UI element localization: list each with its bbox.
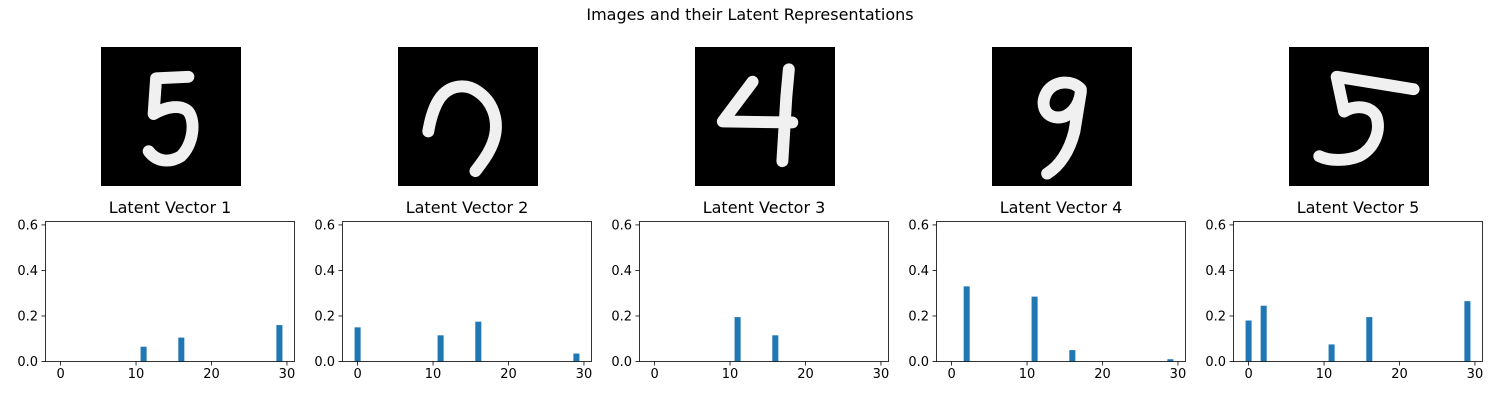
bar-chart-3: 0 10 20 30 0.0 0.2 0.4 0.6: [611, 218, 889, 382]
x-tick-label: 20: [1391, 367, 1408, 382]
x-tick-label: 10: [1019, 367, 1036, 382]
bar: [1366, 317, 1373, 362]
digit-image-1: [101, 47, 241, 186]
bar: [475, 321, 482, 362]
bar: [734, 317, 741, 362]
x-tick-label: 30: [1170, 367, 1187, 382]
y-tick-label: 0.4: [611, 264, 632, 279]
bar-chart-5: 0 10 20 30 0.0 0.2 0.4 0.6: [1205, 218, 1483, 382]
bar: [140, 346, 147, 362]
y-tick-label: 0.2: [314, 309, 335, 324]
x-tick-label: 30: [576, 367, 593, 382]
bar: [437, 335, 444, 362]
bar: [1167, 359, 1174, 362]
bar: [354, 327, 361, 362]
bar: [1245, 320, 1252, 362]
bar: [1031, 296, 1038, 362]
axes-frame: [342, 221, 592, 362]
bar: [963, 286, 970, 362]
x-tick-label: 10: [425, 367, 442, 382]
digit-image-4: [992, 47, 1132, 186]
bar-chart-2: 0 10 20 30 0.0 0.2 0.4 0.6: [314, 218, 592, 382]
digit-image-5: [1289, 47, 1429, 186]
y-tick-label: 0.2: [908, 309, 929, 324]
y-tick-label: 0.0: [314, 355, 335, 370]
y-tick-label: 0.4: [17, 264, 38, 279]
x-tick-label: 0: [1244, 367, 1252, 382]
bar: [178, 337, 185, 362]
x-tick-label: 10: [128, 367, 145, 382]
x-tick-label: 0: [650, 367, 658, 382]
axes-frame: [936, 221, 1186, 362]
y-tick-label: 0.6: [314, 218, 335, 233]
bar: [1328, 344, 1335, 362]
y-tick-label: 0.4: [1205, 264, 1226, 279]
y-tick-label: 0.6: [1205, 218, 1226, 233]
x-tick-label: 0: [56, 367, 64, 382]
y-tick-label: 0.4: [314, 264, 335, 279]
y-tick-label: 0.0: [908, 355, 929, 370]
x-tick-label: 30: [873, 367, 890, 382]
x-tick-label: 10: [722, 367, 739, 382]
bar: [1260, 305, 1267, 362]
plot-title-2: Latent Vector 2: [405, 198, 529, 217]
x-tick-label: 0: [353, 367, 361, 382]
bar: [276, 325, 283, 362]
x-tick-label: 20: [500, 367, 517, 382]
axes-frame: [45, 221, 295, 362]
bar: [772, 335, 779, 362]
x-tick-label: 30: [279, 367, 296, 382]
y-tick-label: 0.2: [1205, 309, 1226, 324]
y-tick-label: 0.6: [908, 218, 929, 233]
bar: [1069, 350, 1076, 362]
y-tick-label: 0.2: [17, 309, 38, 324]
plot-title-5: Latent Vector 5: [1296, 198, 1420, 217]
x-tick-label: 20: [797, 367, 814, 382]
plot-title-3: Latent Vector 3: [702, 198, 826, 217]
y-tick-label: 0.6: [611, 218, 632, 233]
plot-title-1: Latent Vector 1: [108, 198, 232, 217]
y-tick-label: 0.0: [611, 355, 632, 370]
x-tick-label: 30: [1467, 367, 1484, 382]
y-tick-label: 0.4: [908, 264, 929, 279]
figure-title: Images and their Latent Representations: [586, 5, 914, 24]
x-tick-label: 20: [203, 367, 220, 382]
bar-chart-1: 0 10 20 30 0.0 0.2 0.4 0.6: [17, 218, 295, 382]
bar: [1464, 301, 1471, 362]
digit-image-3: [695, 47, 835, 186]
plot-title-4: Latent Vector 4: [999, 198, 1123, 217]
axes-frame: [639, 221, 889, 362]
y-tick-label: 0.2: [611, 309, 632, 324]
digit-image-2: [398, 47, 538, 186]
y-tick-label: 0.0: [1205, 355, 1226, 370]
bar-chart-4: 0 10 20 30 0.0 0.2 0.4 0.6: [908, 218, 1186, 382]
axes-frame: [1233, 221, 1483, 362]
y-tick-label: 0.6: [17, 218, 38, 233]
bar: [573, 353, 580, 362]
x-tick-label: 20: [1094, 367, 1111, 382]
x-tick-label: 10: [1316, 367, 1333, 382]
x-tick-label: 0: [947, 367, 955, 382]
y-tick-label: 0.0: [17, 355, 38, 370]
